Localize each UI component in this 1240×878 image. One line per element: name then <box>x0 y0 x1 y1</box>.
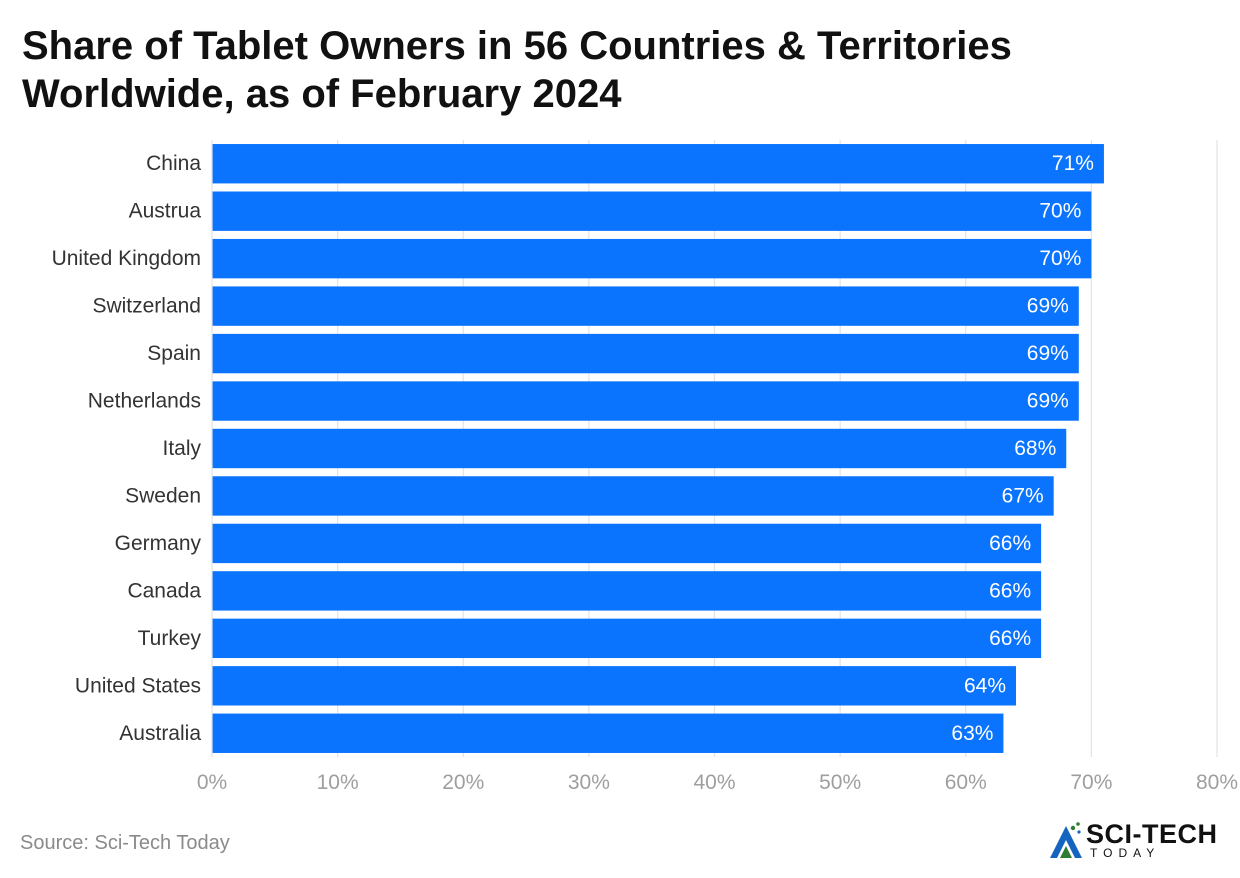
category-label-switzerland: Switzerland <box>92 295 201 318</box>
bar-china <box>212 144 1104 184</box>
category-label-turkey: Turkey <box>138 627 202 650</box>
chart-title: Share of Tablet Owners in 56 Countries &… <box>22 22 1202 118</box>
sci-tech-leaf-logo-icon <box>1050 822 1082 858</box>
category-label-china: China <box>146 152 201 175</box>
brand-logo: SCI-TECH TODAY <box>1048 818 1228 864</box>
bar-netherlands <box>212 381 1079 421</box>
bar-australia <box>212 713 1004 753</box>
category-label-italy: Italy <box>162 437 201 460</box>
x-tick-label-20pct: 20% <box>442 771 484 794</box>
bar-switzerland <box>212 286 1079 326</box>
chart-title-line-1: Share of Tablet Owners in 56 Countries &… <box>22 24 1012 68</box>
bar-united-states <box>212 666 1016 706</box>
value-label-spain: 69% <box>1027 342 1069 365</box>
value-label-united-states: 64% <box>964 674 1006 697</box>
x-tick-label-80pct: 80% <box>1196 771 1238 794</box>
x-tick-label-70pct: 70% <box>1070 771 1112 794</box>
x-tick-label-0pct: 0% <box>197 771 227 794</box>
x-tick-label-40pct: 40% <box>693 771 735 794</box>
bar-spain <box>212 333 1079 374</box>
category-label-canada: Canada <box>127 579 201 602</box>
value-label-australia: 63% <box>951 722 993 745</box>
value-label-china: 71% <box>1052 152 1094 175</box>
category-label-austrua: Austrua <box>129 200 202 223</box>
category-label-australia: Australia <box>119 722 201 745</box>
category-label-netherlands: Netherlands <box>88 390 201 413</box>
value-label-italy: 68% <box>1014 437 1056 460</box>
x-tick-label-60pct: 60% <box>945 771 987 794</box>
logo-subtext: TODAY <box>1090 846 1161 860</box>
x-tick-label-50pct: 50% <box>819 771 861 794</box>
value-label-netherlands: 69% <box>1027 390 1069 413</box>
value-label-sweden: 67% <box>1002 484 1044 507</box>
value-label-switzerland: 69% <box>1027 295 1069 318</box>
bar-turkey <box>212 618 1042 659</box>
category-label-sweden: Sweden <box>125 484 201 507</box>
x-tick-label-30pct: 30% <box>568 771 610 794</box>
bar-united-kingdom <box>212 238 1092 279</box>
category-label-united-kingdom: United Kingdom <box>52 247 201 270</box>
bar-germany <box>212 523 1042 564</box>
bar-sweden <box>212 476 1054 516</box>
bar-italy <box>212 428 1067 469</box>
category-label-spain: Spain <box>147 342 201 365</box>
value-label-turkey: 66% <box>989 627 1031 650</box>
value-label-united-kingdom: 70% <box>1039 247 1081 270</box>
source-note: Source: Sci-Tech Today <box>20 832 230 854</box>
logo-text: SCI-TECH <box>1086 819 1218 849</box>
chart-title-line-2: Worldwide, as of February 2024 <box>22 72 622 116</box>
value-label-austrua: 70% <box>1039 200 1081 223</box>
x-tick-label-10pct: 10% <box>317 771 359 794</box>
value-label-germany: 66% <box>989 532 1031 555</box>
bar-canada <box>212 571 1042 611</box>
category-label-germany: Germany <box>115 532 202 555</box>
category-label-united-states: United States <box>75 674 201 697</box>
bar-austrua <box>212 191 1092 231</box>
value-label-canada: 66% <box>989 579 1031 602</box>
